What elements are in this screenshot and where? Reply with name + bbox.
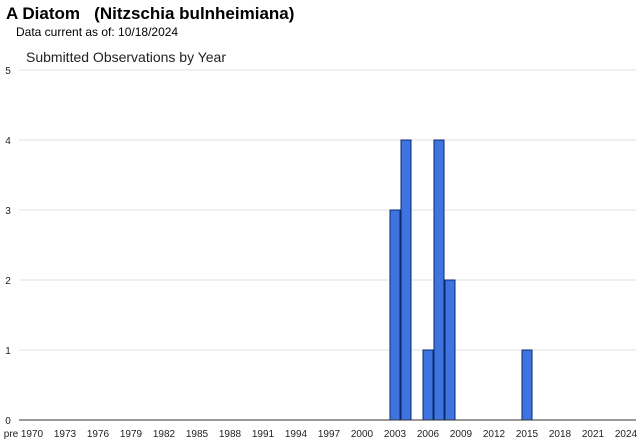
bar-2015: [521, 349, 533, 421]
y-tick-label: 0: [5, 416, 11, 427]
x-tick-label: 1994: [285, 429, 308, 440]
x-tick-label: 1982: [153, 429, 176, 440]
y-tick-label: 1: [5, 346, 11, 357]
bar-2006: [422, 349, 434, 421]
y-tick-labels: 0 1 2 3 4 5: [5, 66, 11, 427]
y-tick-label: 4: [5, 136, 11, 147]
y-tick-label: 5: [5, 66, 11, 77]
x-tick-label: 2009: [450, 429, 473, 440]
x-tick-label: 1991: [252, 429, 275, 440]
page-title: A Diatom (Nitzschia bulnheimiana): [6, 4, 295, 23]
gridlines: [19, 69, 636, 351]
x-tick-label: 1976: [87, 429, 110, 440]
x-tick-label: 2000: [351, 429, 374, 440]
chart-title: Submitted Observations by Year: [26, 49, 227, 65]
x-tick-label: pre: [4, 429, 19, 440]
x-tick-label: 2003: [384, 429, 407, 440]
x-tick-label: 1979: [120, 429, 143, 440]
x-tick-label: 1997: [318, 429, 341, 440]
y-tick-label: 2: [5, 276, 11, 287]
x-tick-label: 1985: [186, 429, 209, 440]
x-tick-labels: pre 1970 1973 1976 1979 1982 1985 1988 1991 1994 1…: [4, 429, 638, 440]
x-tick-label: 1988: [219, 429, 242, 440]
x-tick-label: 2006: [417, 429, 440, 440]
bar-2004: [400, 139, 412, 421]
x-tick-label: 2021: [582, 429, 605, 440]
x-tick-label: 2024: [615, 429, 638, 440]
bar-2003: [389, 209, 401, 421]
x-tick-label: 1970: [21, 429, 44, 440]
data-date-subtitle: Data current as of: 10/18/2024: [16, 25, 179, 39]
bar-2007: [433, 139, 445, 421]
bar-2008: [444, 279, 456, 421]
x-tick-label: 2015: [516, 429, 539, 440]
x-tick-label: 1973: [54, 429, 77, 440]
y-tick-label: 3: [5, 206, 11, 217]
x-tick-label: 2012: [483, 429, 506, 440]
x-tick-label: 2018: [549, 429, 572, 440]
